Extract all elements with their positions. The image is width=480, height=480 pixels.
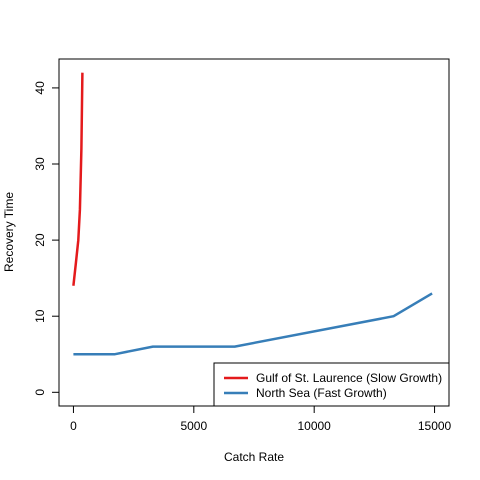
- legend-label: North Sea (Fast Growth): [256, 386, 387, 400]
- y-tick-label: 10: [33, 309, 47, 323]
- x-axis: 0 5000 10000 15000: [70, 405, 452, 433]
- y-tick-label: 30: [33, 157, 47, 171]
- series-line-1: [72, 72, 84, 286]
- x-tick-label: 10000: [297, 419, 331, 433]
- y-axis-label: Recovery Time: [2, 192, 16, 272]
- y-tick-label: 0: [33, 389, 47, 396]
- y-axis: 0 10 20 30 40: [33, 81, 60, 396]
- y-tick-label: 20: [33, 233, 47, 247]
- series-line-2: [73, 292, 433, 356]
- legend-box: [213, 362, 450, 407]
- x-tick-label: 0: [70, 419, 77, 433]
- series-layer: [72, 72, 433, 356]
- y-tick-label: 40: [33, 81, 47, 95]
- x-tick-label: 5000: [180, 419, 207, 433]
- legend: Gulf of St. Laurence (Slow Growth)North …: [213, 362, 450, 407]
- x-tick-label: 15000: [418, 419, 452, 433]
- x-axis-label: Catch Rate: [224, 450, 284, 464]
- legend-label: Gulf of St. Laurence (Slow Growth): [256, 371, 442, 385]
